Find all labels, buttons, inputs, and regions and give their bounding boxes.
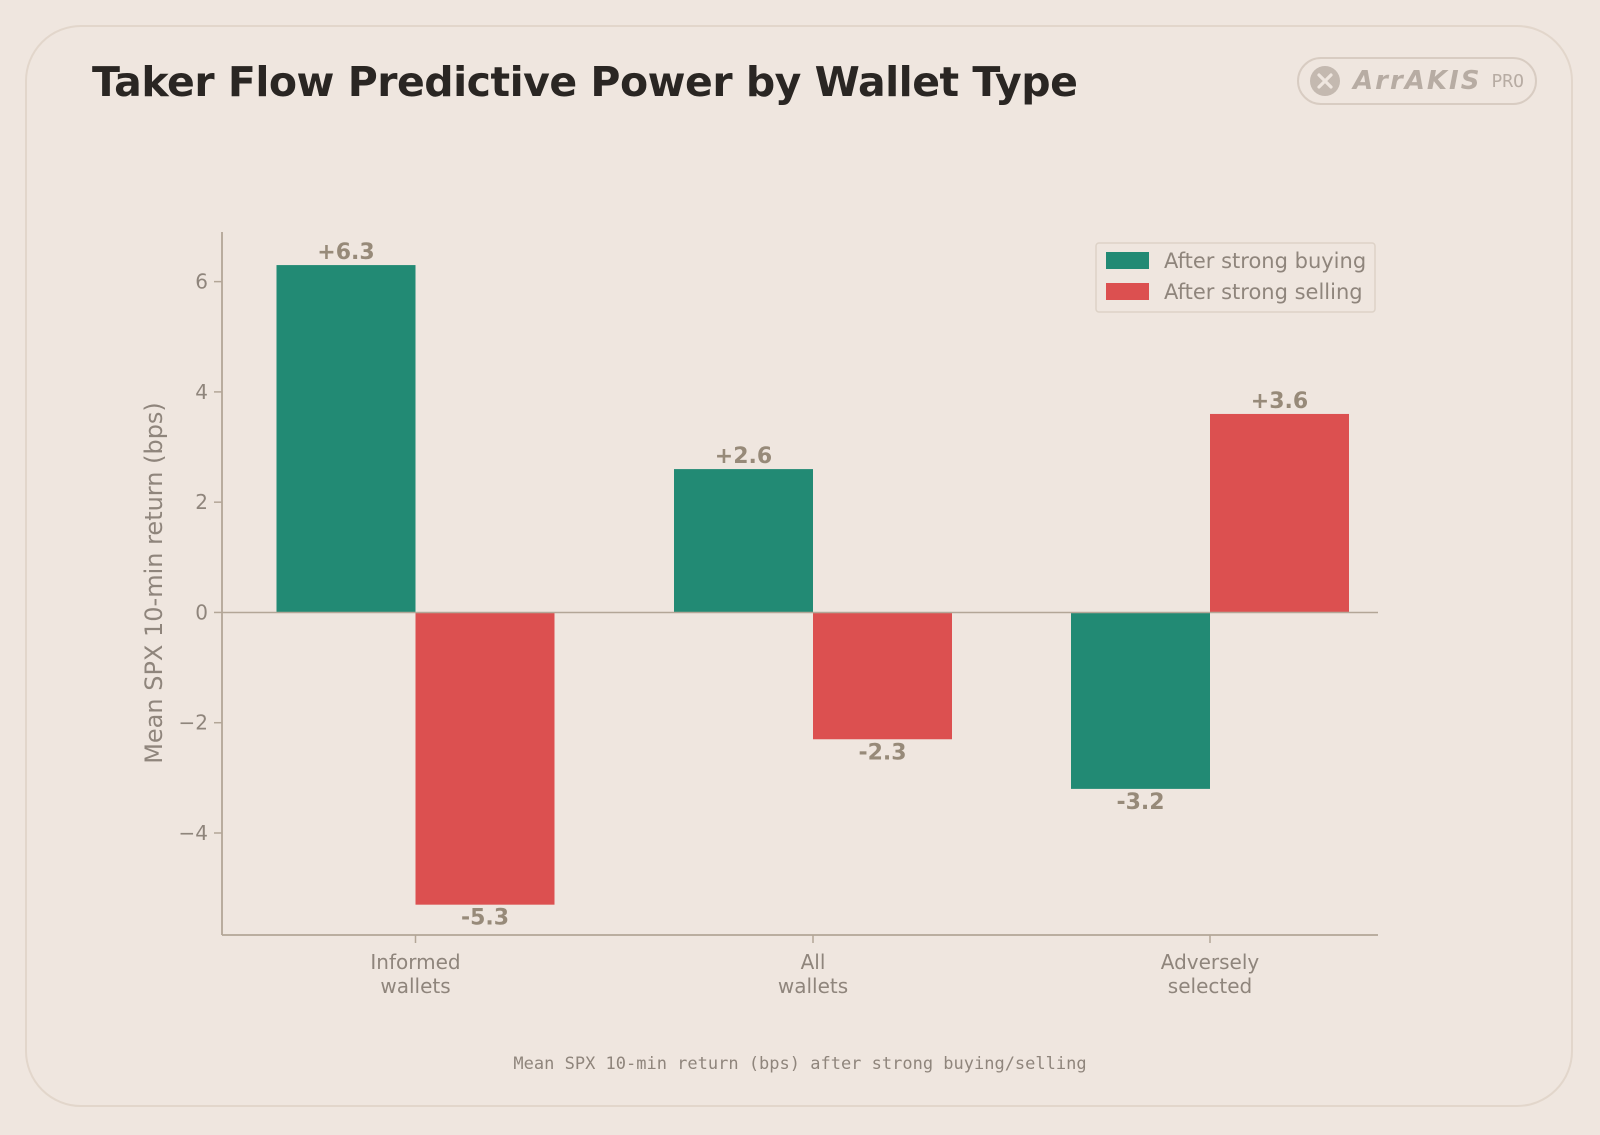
legend-box xyxy=(1095,242,1376,313)
x-tick-label: Informed xyxy=(370,950,460,974)
y-tick-label: 2 xyxy=(195,490,208,514)
y-tick-label: −2 xyxy=(179,711,208,735)
bar-selling-0 xyxy=(415,612,555,905)
x-tick-label: wallets xyxy=(778,974,848,998)
brand-wordmark: ArrAKIS xyxy=(1353,66,1482,96)
y-tick-label: 6 xyxy=(195,270,208,294)
bar-selling-2 xyxy=(1210,413,1349,613)
y-tick-label: 0 xyxy=(195,600,208,624)
y-axis-label: Mean SPX 10-min return (bps) xyxy=(140,402,168,764)
data-label: +6.3 xyxy=(317,240,374,265)
data-label: -5.3 xyxy=(461,906,509,931)
legend-swatch xyxy=(1106,252,1149,269)
data-label: +3.6 xyxy=(1251,389,1308,414)
legend-swatch xyxy=(1106,283,1149,300)
chart-caption: Mean SPX 10-min return (bps) after stron… xyxy=(513,1054,1087,1074)
data-label: -3.2 xyxy=(1116,790,1164,815)
x-tick-label: All xyxy=(801,950,826,974)
data-label: -2.3 xyxy=(858,740,906,765)
brand-logo[interactable]: ArrAKIS PRO xyxy=(1297,57,1537,105)
y-tick-label: 4 xyxy=(195,380,208,404)
legend-label: After strong selling xyxy=(1164,280,1363,304)
chart-title: Taker Flow Predictive Power by Wallet Ty… xyxy=(92,58,1078,106)
legend-label: After strong buying xyxy=(1164,249,1366,273)
bar-selling-1 xyxy=(813,612,952,740)
brand-badge: PRO xyxy=(1491,70,1524,92)
x-tick-label: selected xyxy=(1168,974,1252,998)
bar-buying-2 xyxy=(1071,612,1210,789)
bar-buying-1 xyxy=(674,469,813,613)
x-circle-icon xyxy=(1310,66,1340,96)
data-label: +2.6 xyxy=(715,444,772,469)
bar-buying-0 xyxy=(276,265,416,613)
x-tick-label: Adversely xyxy=(1161,950,1260,974)
y-tick-label: −4 xyxy=(179,821,208,845)
x-tick-label: wallets xyxy=(380,974,450,998)
